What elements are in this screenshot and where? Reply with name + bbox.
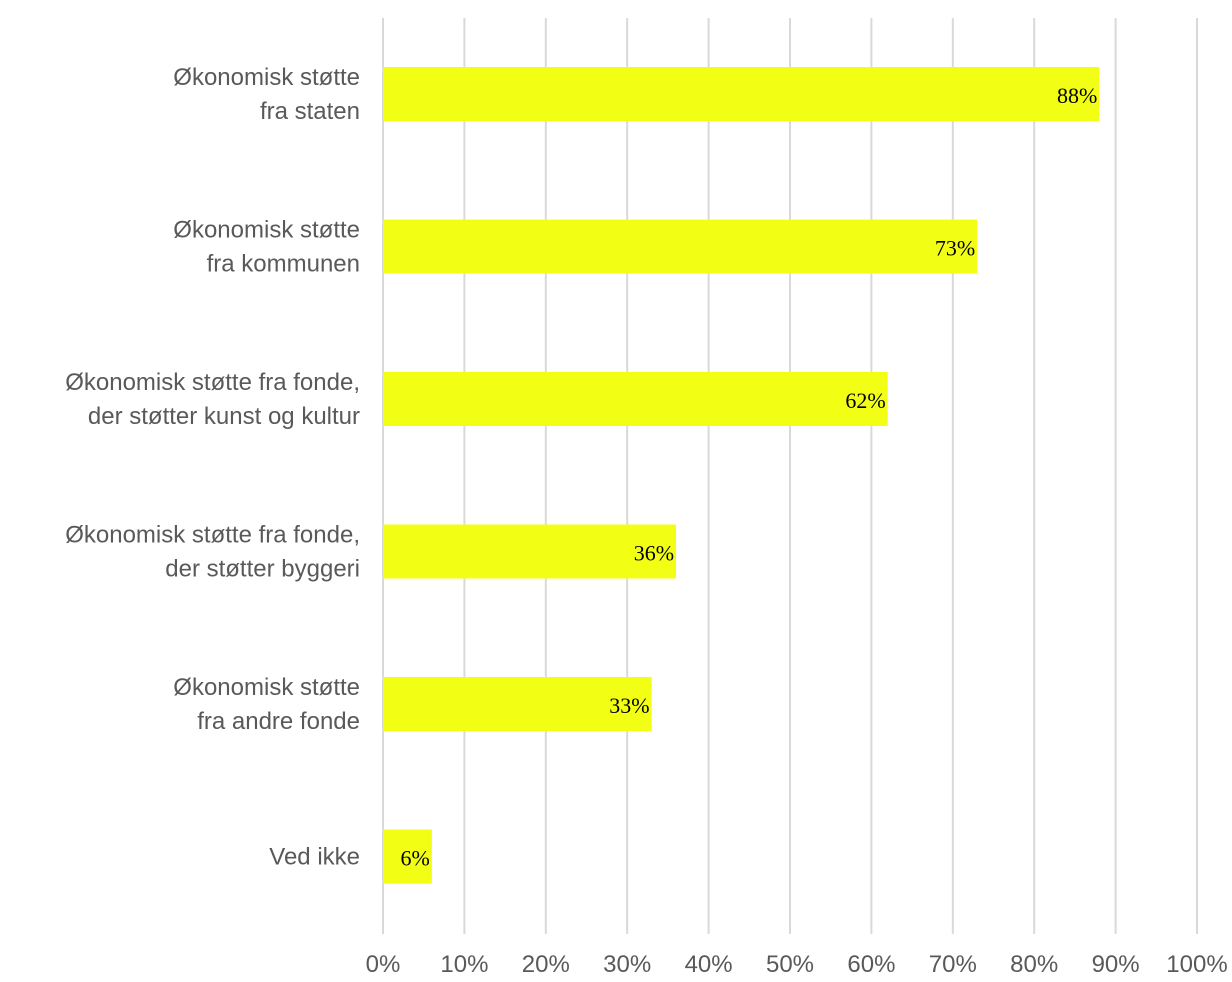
gridlines [382, 18, 1198, 934]
category-label: der støtter byggeri [165, 556, 360, 583]
x-tick-label: 20% [522, 951, 570, 978]
data-label: 6% [401, 846, 430, 871]
x-tick-label: 40% [685, 951, 733, 978]
x-tick-label: 10% [440, 951, 488, 978]
data-label: 36% [634, 541, 674, 566]
x-tick-label: 0% [366, 951, 401, 978]
data-label: 33% [609, 693, 649, 718]
x-tick-label: 70% [929, 951, 977, 978]
bar [383, 677, 652, 731]
x-tick-label: 30% [603, 951, 651, 978]
category-labels: Økonomisk støtte fra staten Økonomisk støt… [65, 64, 360, 871]
x-tick-label: 100% [1166, 951, 1227, 978]
bar [383, 372, 888, 426]
category-label: Økonomisk støtte [173, 674, 360, 701]
bar [383, 219, 978, 274]
data-label: 73% [935, 236, 975, 261]
x-tick-label: 50% [766, 951, 814, 978]
x-tick-labels: 0% 10% 20% 30% 40% 50% 60% 70% 80% 90% 100% [366, 951, 1228, 978]
x-tick-label: 90% [1092, 951, 1140, 978]
bar [383, 524, 677, 579]
bar [383, 829, 432, 884]
category-label: Økonomisk støtte fra fonde, [65, 522, 360, 549]
category-label: Økonomisk støtte fra fonde, [65, 369, 360, 396]
data-label: 62% [845, 388, 885, 413]
data-label: 88% [1057, 83, 1097, 108]
category-label: Ved ikke [269, 844, 360, 871]
bars [383, 67, 1100, 884]
x-tick-label: 80% [1010, 951, 1058, 978]
category-label: fra andre fonde [197, 708, 360, 735]
category-label: der støtter kunst og kultur [88, 403, 360, 430]
category-label: fra kommunen [207, 251, 360, 278]
bar [383, 67, 1100, 121]
x-tick-label: 60% [847, 951, 895, 978]
category-label: Økonomisk støtte [173, 217, 360, 244]
data-labels: 88% 73% 62% 36% 33% 6% [401, 83, 1098, 871]
category-label: Økonomisk støtte [173, 64, 360, 91]
category-label: fra staten [260, 98, 360, 125]
